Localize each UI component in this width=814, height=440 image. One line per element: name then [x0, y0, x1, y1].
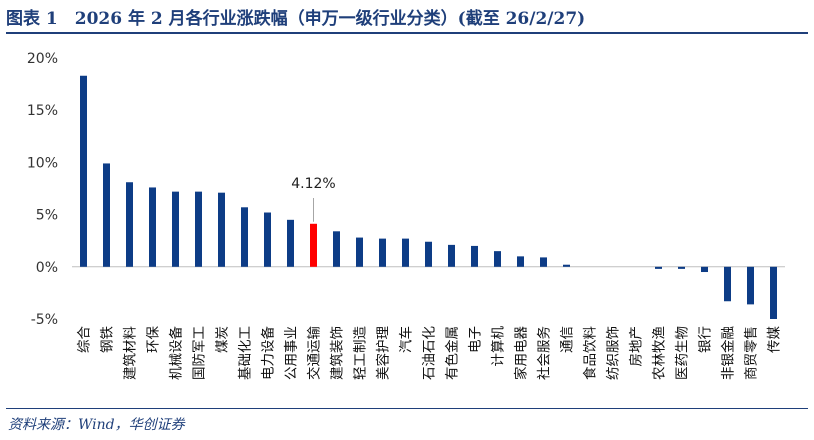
x-tick-label: 电力设备 — [260, 326, 277, 380]
data-label: 4.12% — [291, 176, 335, 192]
x-tick-label: 石油石化 — [422, 326, 438, 380]
x-tick-label: 商贸零售 — [744, 326, 760, 380]
bar-汽车 — [402, 238, 409, 267]
bar-钢铁 — [103, 163, 110, 267]
bar-电力设备 — [264, 212, 271, 267]
bar-有色金属 — [448, 244, 455, 267]
y-tick-label: 15% — [27, 103, 58, 119]
title-divider — [6, 32, 808, 34]
bar-美容护理 — [379, 238, 386, 267]
bar-国防军工 — [195, 191, 202, 267]
bar-医药生物 — [678, 266, 685, 269]
y-tick-label: -5% — [31, 312, 58, 328]
x-tick-label: 建筑材料 — [123, 326, 139, 380]
bar-石油石化 — [425, 241, 432, 267]
x-tick-label: 钢铁 — [100, 326, 116, 353]
x-tick-label: 公用事业 — [284, 326, 300, 380]
bar-轻工制造 — [356, 237, 363, 267]
bar-传媒 — [770, 266, 777, 319]
x-tick-label: 交通运输 — [306, 326, 323, 380]
x-tick-label: 美容护理 — [375, 326, 392, 380]
bar-社会服务 — [540, 257, 547, 267]
bar-环保 — [149, 187, 156, 267]
source-divider — [6, 408, 808, 409]
x-tick-label: 医药生物 — [675, 326, 691, 380]
x-tick-label: 非银金融 — [721, 326, 737, 380]
y-tick-label: 10% — [27, 155, 58, 171]
bar-交通运输 — [310, 223, 317, 267]
bar-机械设备 — [172, 191, 179, 267]
bar-建筑装饰 — [333, 231, 340, 267]
bar-通信 — [563, 264, 570, 267]
x-tick-label: 传媒 — [767, 326, 783, 353]
x-tick-label: 煤炭 — [215, 326, 231, 353]
bar-综合 — [80, 75, 87, 267]
bar-电子 — [471, 245, 478, 267]
chart-title: 图表 1 2026 年 2 月各行业涨跌幅（申万一级行业分类）(截至 26/2/… — [6, 9, 586, 29]
x-tick-label: 综合 — [77, 326, 93, 353]
bar-公用事业 — [287, 219, 294, 267]
y-tick-label: 0% — [36, 260, 58, 276]
x-tick-label: 通信 — [560, 326, 576, 353]
x-tick-label: 食品饮料 — [582, 326, 599, 380]
x-tick-label: 建筑装饰 — [330, 326, 346, 380]
bar-家用电器 — [517, 256, 524, 267]
bar-基础化工 — [241, 207, 248, 267]
x-tick-label: 计算机 — [491, 326, 507, 367]
x-tick-label: 社会服务 — [537, 326, 553, 380]
bar-计算机 — [494, 251, 501, 267]
bar-煤炭 — [218, 192, 225, 267]
x-tick-label: 农林牧渔 — [652, 326, 668, 380]
x-tick-label: 房地产 — [629, 326, 645, 367]
x-tick-label: 机械设备 — [168, 326, 185, 380]
x-tick-label: 基础化工 — [237, 326, 254, 380]
bar-chart: 20% 15% 10% 5% 0% -5% 综合 钢铁 建筑材料 环保 机械设备 国防军工 煤炭 基础化工… — [27, 51, 785, 380]
x-tick-label: 轻工制造 — [353, 326, 369, 380]
y-tick-label: 20% — [27, 51, 58, 67]
source-note: 资料来源：Wind，华创证券 — [8, 417, 185, 433]
y-tick-label: 5% — [36, 208, 58, 224]
x-tick-label: 汽车 — [398, 326, 415, 353]
x-tick-label: 纺织服饰 — [606, 326, 622, 380]
x-tick-label: 国防军工 — [192, 326, 208, 380]
x-tick-label: 家用电器 — [513, 326, 530, 380]
x-tick-label: 有色金属 — [444, 326, 461, 380]
bar-银行 — [701, 266, 708, 273]
bar-农林牧渔 — [655, 266, 662, 269]
bar-非银金融 — [724, 266, 731, 302]
x-tick-label: 银行 — [698, 326, 714, 353]
bar-商贸零售 — [747, 266, 754, 305]
bar-建筑材料 — [126, 182, 133, 267]
x-tick-label: 电子 — [468, 326, 484, 353]
x-tick-label: 环保 — [146, 326, 162, 353]
